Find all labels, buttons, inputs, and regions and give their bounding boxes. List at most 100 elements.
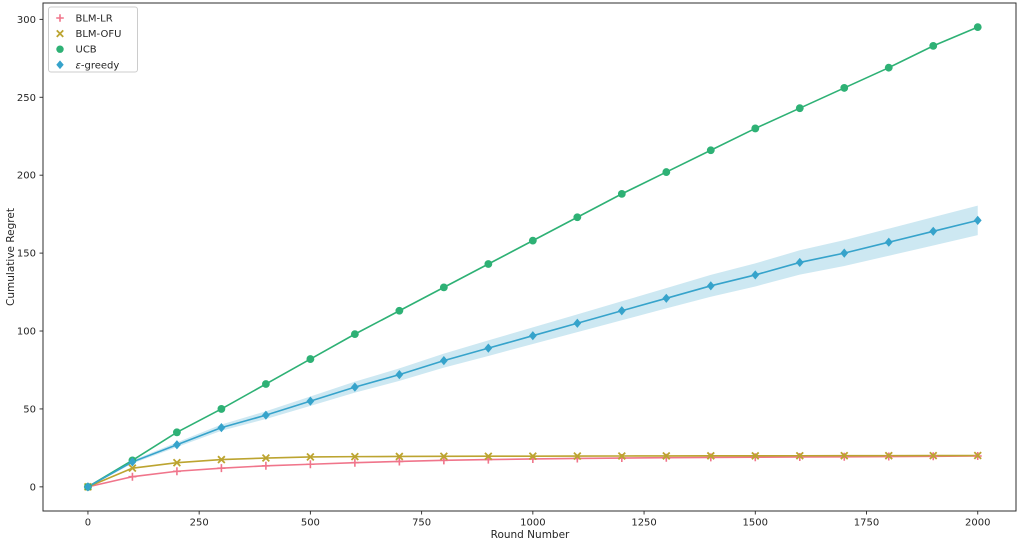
ε-greedy-marker <box>528 331 537 341</box>
series-marker-layer <box>83 23 982 492</box>
BLM-OFU-marker <box>306 452 315 461</box>
UCB-marker <box>439 283 448 292</box>
UCB-legend-label: UCB <box>76 45 97 56</box>
y-tick-label: 300 <box>17 15 36 26</box>
BLM-LR-legend-label: BLM-LR <box>76 14 113 25</box>
BLM-LR-marker <box>306 460 315 469</box>
UCB-marker <box>840 84 849 92</box>
BLM-LR-marker <box>261 461 270 470</box>
legend-box <box>48 6 138 73</box>
ε-greedy-marker <box>217 423 226 433</box>
ε-greedy-marker <box>573 318 582 328</box>
plot-border <box>42 2 1017 512</box>
UCB-marker <box>884 63 893 72</box>
UCB-marker <box>217 405 226 413</box>
x-tick-label: 1000 <box>520 518 545 529</box>
x-tick-label: 750 <box>412 518 431 529</box>
BLM-OFU-marker <box>350 452 359 461</box>
BLM-OFU-marker <box>884 451 893 460</box>
ε-greedy-marker <box>484 343 493 353</box>
UCB-marker <box>929 41 938 50</box>
BLM-OFU-marker <box>217 455 226 464</box>
BLM-OFU-marker <box>261 453 270 463</box>
y-tick-label: 250 <box>17 93 36 104</box>
UCB-legend-marker <box>56 45 64 53</box>
UCB-marker <box>484 260 493 268</box>
BLM-LR-marker <box>395 457 404 466</box>
BLM-OFU-marker <box>484 452 493 461</box>
ε-greedy-marker <box>840 248 849 258</box>
BLM-LR-marker <box>128 472 137 481</box>
ε-greedy-marker <box>395 370 404 380</box>
ε-greedy-marker <box>350 382 359 392</box>
UCB-marker <box>617 189 626 198</box>
ε-greedy-marker <box>128 457 137 467</box>
UCB-marker <box>751 124 760 133</box>
BLM-OFU-marker <box>172 458 181 467</box>
y-axis-label: Cumulative Regret <box>5 208 17 306</box>
ε-greedy-legend-marker <box>56 60 64 70</box>
x-tick-label: 0 <box>85 518 91 529</box>
UCB-marker <box>261 380 270 388</box>
ε-greedy-marker <box>751 270 760 280</box>
ε-greedy-marker <box>261 410 270 420</box>
BLM-OFU-marker <box>840 451 849 460</box>
BLM-OFU-marker <box>973 451 982 460</box>
x-tick-label: 2000 <box>965 518 990 529</box>
BLM-LR-marker <box>217 464 226 473</box>
UCB-marker <box>350 330 359 339</box>
ε-greedy-marker <box>173 440 181 450</box>
x-tick-label: 500 <box>301 518 320 529</box>
ε-greedy-legend-label: ε-greedy <box>76 60 120 71</box>
BLM-OFU-legend-marker <box>56 29 64 38</box>
x-tick-label: 1500 <box>743 518 768 529</box>
y-tick-label: 150 <box>17 249 36 260</box>
ε-greedy-marker <box>929 226 938 236</box>
ε-greedy-marker <box>439 356 448 366</box>
BLM-OFU-legend-label: BLM-OFU <box>76 29 122 40</box>
UCB-marker <box>973 23 982 32</box>
ε-greedy-marker <box>706 281 715 291</box>
BLM-OFU-marker <box>439 452 448 461</box>
BLM-OFU-marker <box>528 452 537 461</box>
x-tick-label: 1250 <box>631 518 656 529</box>
UCB-marker <box>306 355 315 363</box>
BLM-LR-marker <box>172 467 181 476</box>
x-tick-label: 250 <box>190 518 209 529</box>
BLM-OFU-marker <box>929 451 938 460</box>
BLM-OFU-marker <box>706 451 715 460</box>
UCB-marker <box>662 168 671 176</box>
y-tick-label: 0 <box>30 482 36 493</box>
ε-greedy-marker <box>884 237 893 247</box>
UCB-marker <box>395 306 404 315</box>
BLM-OFU-marker <box>573 452 582 461</box>
UCB-marker <box>795 104 804 113</box>
UCB-marker <box>528 236 537 245</box>
UCB-marker <box>173 428 181 437</box>
BLM-LR-marker <box>350 458 359 467</box>
ε-greedy-marker <box>617 306 626 316</box>
BLM-OFU-marker <box>662 451 671 460</box>
y-tick-label: 200 <box>17 171 36 182</box>
y-tick-label: 100 <box>17 327 36 338</box>
BLM-OFU-marker <box>617 451 626 461</box>
x-tick-label: 1750 <box>854 518 879 529</box>
BLM-OFU-marker <box>128 464 137 473</box>
axes-layer: 0 250 500 750 1000 1250 1500 1750 2000 0 50 100 150 2… <box>17 2 1017 529</box>
legend: BLM-LR BLM-OFU UCB ε-greedy <box>48 6 138 73</box>
UCB-marker <box>706 146 715 155</box>
BLM-LR-marker <box>439 456 448 465</box>
UCB-marker <box>573 213 582 222</box>
ε-greedy-marker <box>84 482 92 492</box>
BLM-OFU-marker <box>795 451 804 460</box>
ε-greedy-marker <box>306 396 315 406</box>
BLM-OFU-marker <box>395 452 404 461</box>
y-tick-label: 50 <box>23 404 36 415</box>
ε-greedy-marker <box>973 215 982 225</box>
ε-greedy-marker <box>662 293 671 303</box>
ε-greedy-marker <box>795 257 804 268</box>
BLM-LR-legend-marker <box>56 14 64 22</box>
